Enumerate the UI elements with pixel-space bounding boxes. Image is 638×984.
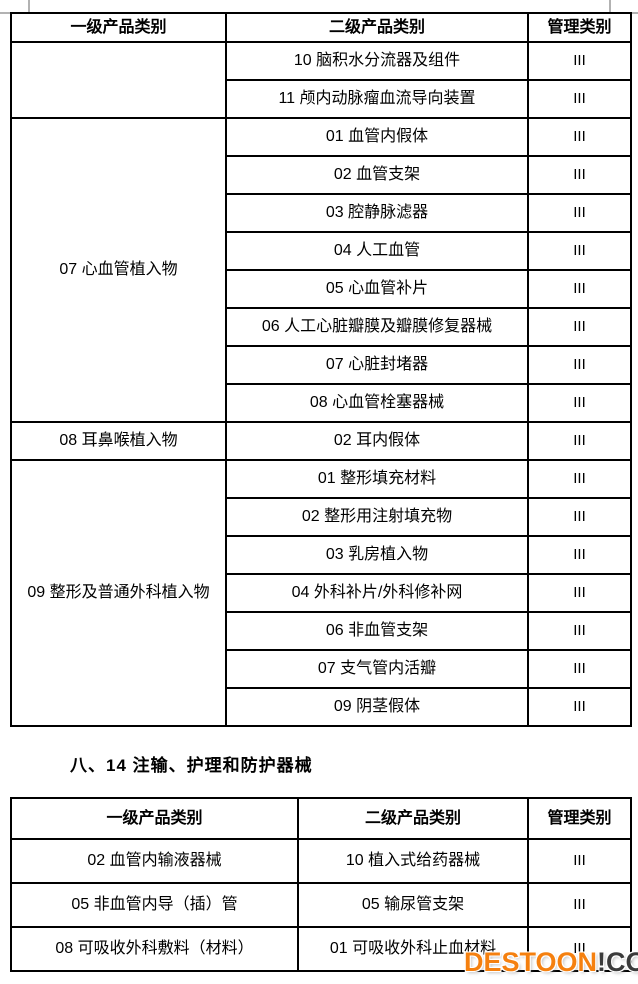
table-row: 06 人工心脏瓣膜及瓣膜修复器械 III [11,307,632,347]
level2-category-cell: 07 心脏封堵器 [225,345,529,385]
table-row: 04 人工血管 III [11,231,632,271]
level1-category-cell: 09 整形及普通外科植入物 [10,459,227,727]
level2-category-cell: 05 输尿管支架 [297,882,529,928]
table-row: 08 心血管栓塞器械 III [11,383,632,423]
level2-category-cell: 02 血管支架 [225,155,529,195]
level2-category-cell: 03 腔静脉滤器 [225,193,529,233]
table-row: 08 耳鼻喉植入物 02 耳内假体 III [10,421,632,461]
management-class-cell: III [527,926,632,972]
level2-category-cell: 07 支气管内活瓣 [225,649,529,689]
management-class-cell: III [527,649,632,689]
table-row: 11 颅内动脉瘤血流导向装置 III [11,79,632,119]
level1-category-cell: 08 耳鼻喉植入物 [10,421,227,461]
level2-category-cell: 02 耳内假体 [225,421,529,461]
level1-category-cell: 05 非血管内导（插）管 [10,882,299,928]
management-class-cell: III [527,307,632,347]
table-row: 07 心脏封堵器 III [11,345,632,385]
management-class-cell: III [527,838,632,884]
level2-category-cell: 10 脑积水分流器及组件 [225,41,529,81]
watermark-brand-text: DESTOON [464,947,598,977]
infusion-care-device-table: 一级产品类别 二级产品类别 管理类别 02 血管内输液器械 10 植入式给药器械… [10,797,632,972]
column-header-level1: 一级产品类别 [10,12,227,43]
table-row: 09 整形及普通外科植入物 01 整形填充材料 III [10,459,632,727]
level2-category-cell: 05 心血管补片 [225,269,529,309]
level1-category-cell: 08 可吸收外科敷料（材料） [10,926,299,972]
management-class-cell: III [527,611,632,651]
column-header-mgmt: 管理类别 [527,12,632,43]
table-row: 04 外科补片/外科修补网 III [11,573,632,613]
table-row: 02 血管支架 III [11,155,632,195]
level2-category-cell: 09 阴茎假体 [225,687,529,727]
level2-category-cell: 06 人工心脏瓣膜及瓣膜修复器械 [225,307,529,347]
table-row: 02 整形用注射填充物 III [11,497,632,537]
management-class-cell: III [527,41,632,81]
level2-category-cell: 03 乳房植入物 [225,535,529,575]
level2-category-cell: 01 血管内假体 [225,117,529,157]
management-class-cell: III [527,79,632,119]
management-class-cell: III [527,882,632,928]
implant-device-table: 一级产品类别 二级产品类别 管理类别 10 脑积水分流器及组件 III 11 颅… [10,12,632,727]
level1-category-cell: 02 血管内输液器械 [10,838,299,884]
column-header-mgmt: 管理类别 [527,797,632,840]
management-class-cell: III [527,117,632,157]
column-header-level1: 一级产品类别 [10,797,299,840]
table-row: 05 心血管补片 III [11,269,632,309]
management-class-cell: III [527,573,632,613]
management-class-cell: III [527,535,632,575]
destoon-watermark: DESTOON!COM [464,947,638,978]
management-class-cell: III [527,421,632,461]
management-class-cell: III [527,193,632,233]
management-class-cell: III [527,269,632,309]
management-class-cell: III [527,383,632,423]
level2-category-cell: 10 植入式给药器械 [297,838,529,884]
table-row: 08 可吸收外科敷料（材料） 01 可吸收外科止血材料 III [10,926,632,972]
table-row: 06 非血管支架 III [11,611,632,651]
table-header-row: 一级产品类别 二级产品类别 管理类别 [10,12,632,43]
level2-category-cell: 06 非血管支架 [225,611,529,651]
management-class-cell: III [527,155,632,195]
management-class-cell: III [527,459,632,499]
level2-category-cell: 04 人工血管 [225,231,529,271]
level2-category-cell: 08 心血管栓塞器械 [225,383,529,423]
management-class-cell: III [527,231,632,271]
table-row: 03 腔静脉滤器 III [11,193,632,233]
management-class-cell: III [527,497,632,537]
table-row: 09 阴茎假体 III [11,687,632,727]
table-header-row: 一级产品类别 二级产品类别 管理类别 [10,797,632,840]
level1-category-cell [10,41,227,119]
management-class-cell: III [527,345,632,385]
column-header-level2: 二级产品类别 [297,797,529,840]
level2-category-cell: 11 颅内动脉瘤血流导向装置 [225,79,529,119]
watermark-suffix-text: COM [606,947,638,977]
table-row: 07 心血管植入物 01 血管内假体 III [10,117,632,423]
level2-category-cell: 04 外科补片/外科修补网 [225,573,529,613]
table-row: 02 血管内输液器械 10 植入式给药器械 III [10,838,632,884]
management-class-cell: III [527,687,632,727]
section-heading: 八、14 注输、护理和防护器械 [70,756,313,775]
level1-category-cell: 07 心血管植入物 [10,117,227,423]
table-row: 03 乳房植入物 III [11,535,632,575]
level2-category-cell: 01 整形填充材料 [225,459,529,499]
table-row: 07 支气管内活瓣 III [11,649,632,689]
table-row: 10 脑积水分流器及组件 III [10,41,632,119]
level2-category-cell: 01 可吸收外科止血材料 [297,926,529,972]
table-row: 05 非血管内导（插）管 05 输尿管支架 III [10,882,632,928]
level2-category-cell: 02 整形用注射填充物 [225,497,529,537]
watermark-separator: ! [597,947,607,977]
column-header-level2: 二级产品类别 [225,12,529,43]
